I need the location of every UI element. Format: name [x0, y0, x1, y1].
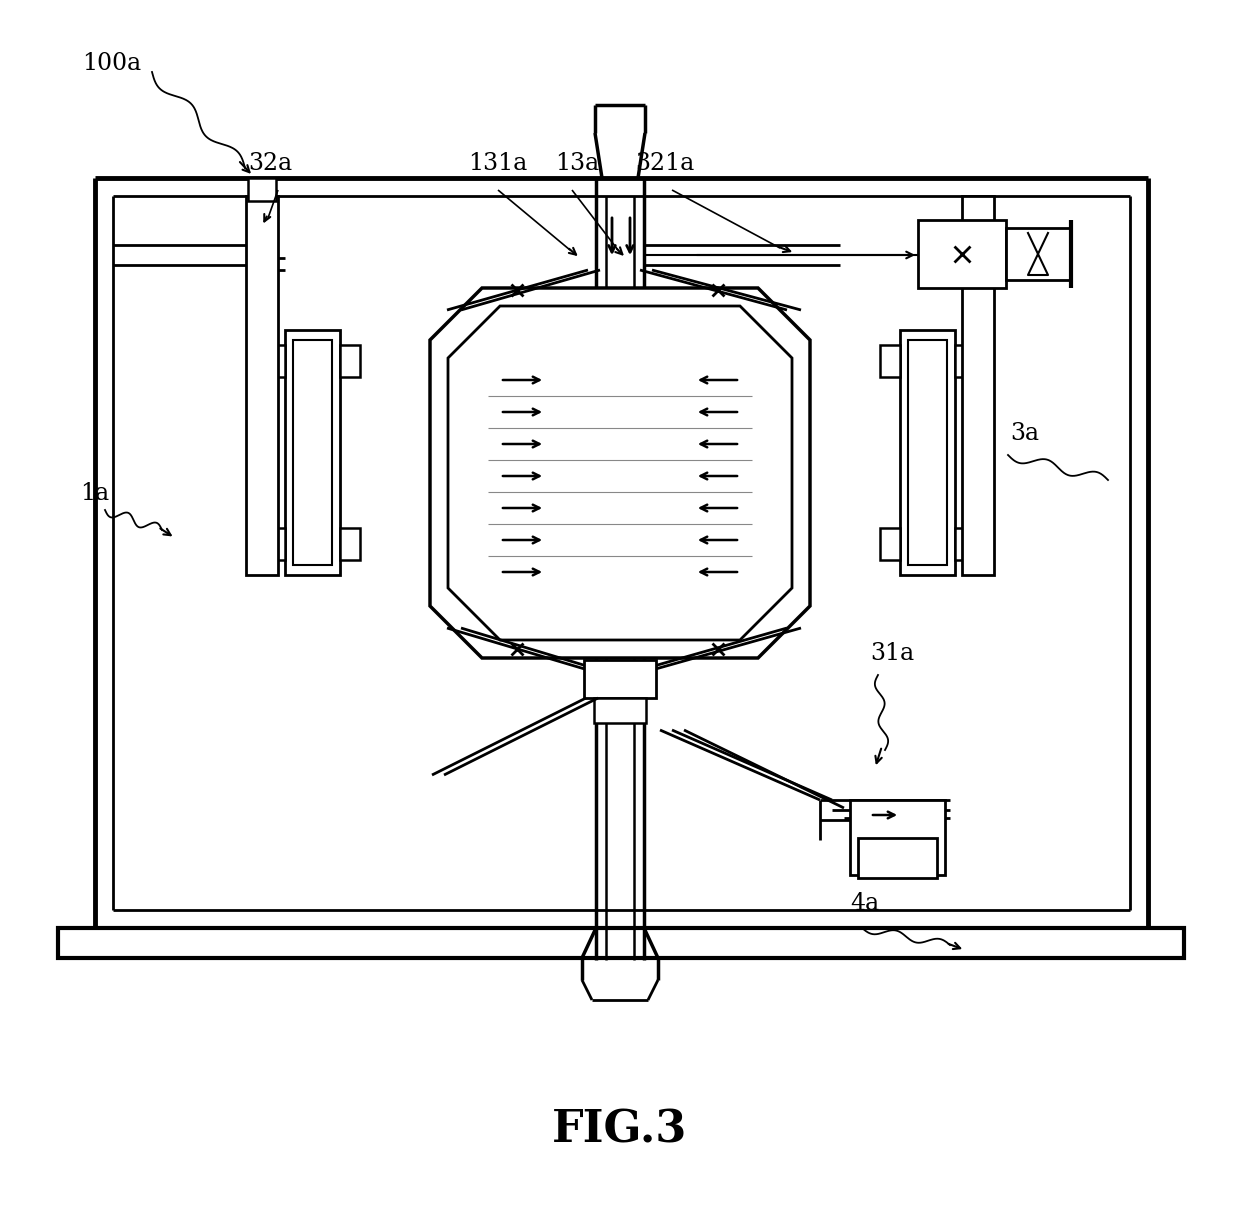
Text: 1a: 1a: [81, 482, 109, 505]
Bar: [880, 345, 900, 378]
Bar: [246, 195, 278, 575]
Text: 31a: 31a: [870, 642, 914, 665]
Bar: [880, 528, 900, 560]
Bar: [955, 345, 975, 378]
Bar: [908, 340, 947, 565]
Bar: [340, 528, 360, 560]
Bar: [918, 220, 1006, 288]
Polygon shape: [448, 306, 792, 640]
Text: 32a: 32a: [248, 152, 293, 175]
Text: 131a: 131a: [467, 152, 527, 175]
Bar: [265, 528, 285, 560]
Bar: [285, 330, 340, 575]
Text: 321a: 321a: [635, 152, 694, 175]
Bar: [340, 345, 360, 378]
Bar: [962, 195, 994, 575]
Bar: [265, 345, 285, 378]
Bar: [849, 800, 945, 875]
Bar: [293, 340, 332, 565]
Bar: [594, 698, 646, 724]
Text: 4a: 4a: [849, 892, 879, 915]
Bar: [955, 528, 975, 560]
Text: FIG.3: FIG.3: [552, 1108, 688, 1152]
Bar: [248, 178, 277, 202]
Bar: [58, 927, 1184, 958]
Bar: [900, 330, 955, 575]
Bar: [584, 660, 656, 698]
Text: 3a: 3a: [1011, 422, 1039, 446]
Polygon shape: [430, 288, 810, 658]
Text: 100a: 100a: [82, 52, 141, 75]
Text: 13a: 13a: [556, 152, 599, 175]
Bar: [1006, 228, 1071, 280]
Bar: [858, 838, 937, 878]
